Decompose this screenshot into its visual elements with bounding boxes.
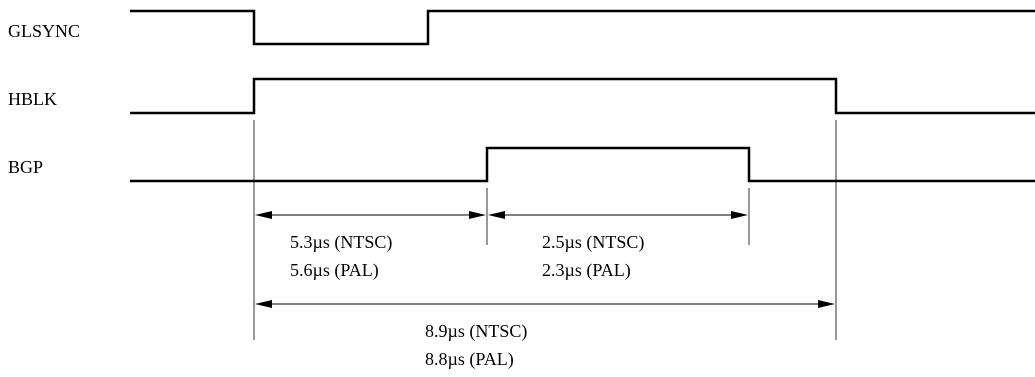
measurement-2-ntsc: 2.5µs (NTSC) (542, 232, 644, 253)
signal-label-bgp: BGP (8, 157, 43, 177)
measurement-3-ntsc: 8.9µs (NTSC) (425, 321, 527, 342)
dimension-arrow-3 (255, 300, 835, 308)
signal-label-glsync: GLSYNC (8, 21, 80, 41)
signal-label-hblk: HBLK (8, 89, 57, 109)
dimension-arrow-1 (255, 211, 486, 219)
waveform-glsync (130, 9, 1035, 46)
measurement-2-pal: 2.3µs (PAL) (542, 260, 631, 281)
measurement-1-pal: 5.6µs (PAL) (290, 260, 379, 281)
waveform-hblk (130, 77, 1035, 115)
measurement-1-ntsc: 5.3µs (NTSC) (290, 232, 392, 253)
dimension-arrow-2 (488, 211, 748, 219)
waveform-bgp (130, 146, 1035, 183)
measurement-3-pal: 8.8µs (PAL) (425, 349, 514, 370)
